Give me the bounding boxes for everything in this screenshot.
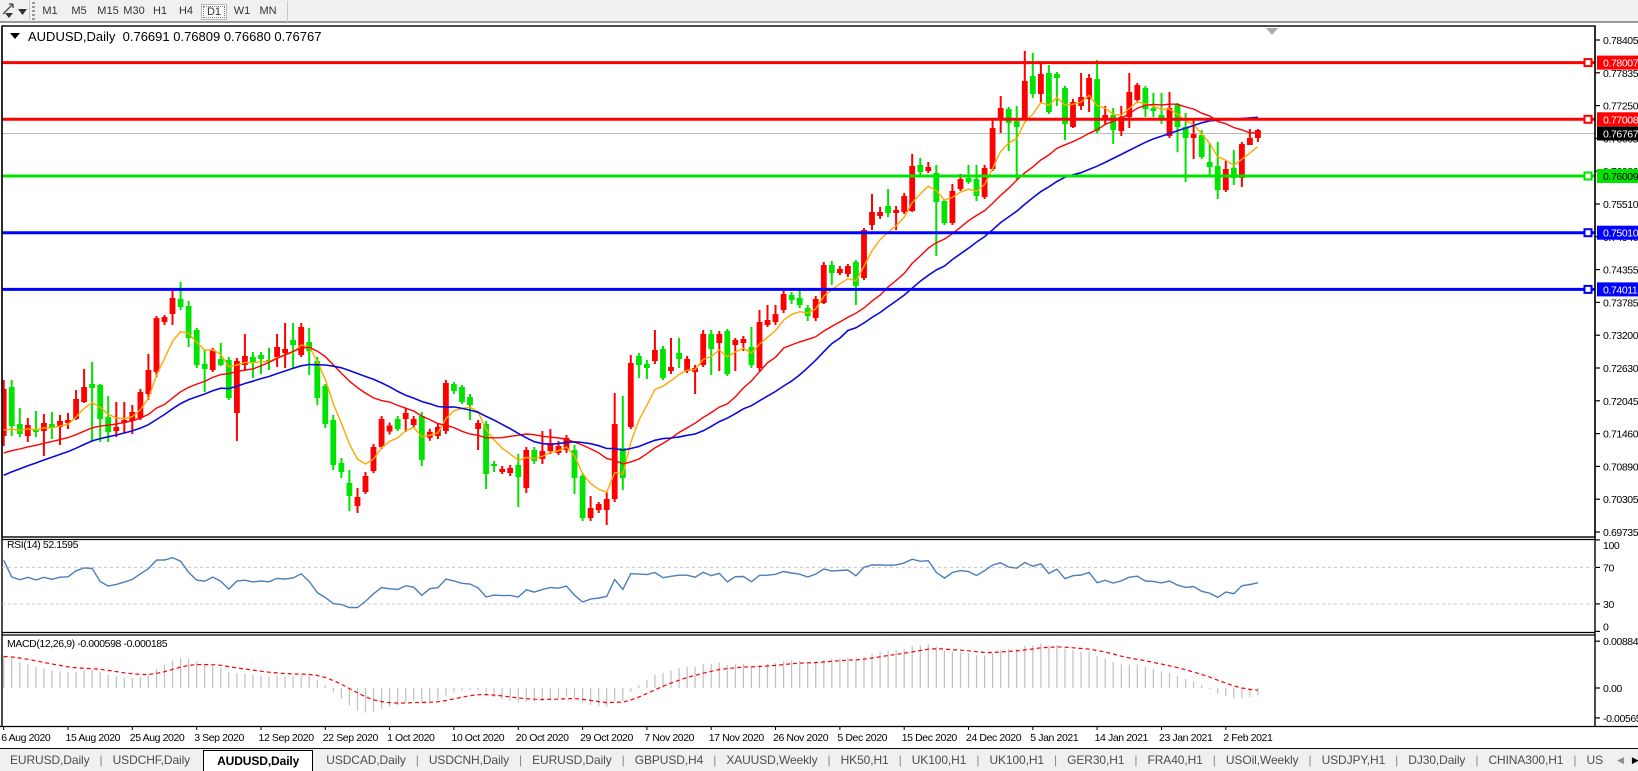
svg-text:0.73200: 0.73200 bbox=[1603, 330, 1638, 342]
svg-text:14 Jan 2021: 14 Jan 2021 bbox=[1095, 732, 1149, 744]
svg-text:0.77008: 0.77008 bbox=[1603, 114, 1638, 126]
svg-text:0.00884: 0.00884 bbox=[1603, 636, 1638, 648]
svg-text:25 Aug 2020: 25 Aug 2020 bbox=[130, 732, 185, 744]
svg-text:0.69735: 0.69735 bbox=[1603, 527, 1638, 539]
svg-text:0: 0 bbox=[1603, 621, 1609, 633]
svg-text:22 Sep 2020: 22 Sep 2020 bbox=[323, 732, 379, 744]
svg-text:100: 100 bbox=[1603, 540, 1620, 552]
svg-text:0.76767: 0.76767 bbox=[1603, 129, 1638, 141]
svg-text:0.00: 0.00 bbox=[1603, 683, 1622, 695]
svg-text:7 Nov 2020: 7 Nov 2020 bbox=[644, 732, 694, 744]
svg-text:0.74355: 0.74355 bbox=[1603, 265, 1638, 277]
svg-text:15 Aug 2020: 15 Aug 2020 bbox=[66, 732, 121, 744]
svg-text:1 Oct 2020: 1 Oct 2020 bbox=[387, 732, 435, 744]
svg-text:10 Oct 2020: 10 Oct 2020 bbox=[451, 732, 504, 744]
svg-text:MACD(12,26,9) -0.000598 -0.000: MACD(12,26,9) -0.000598 -0.000185 bbox=[7, 638, 168, 650]
svg-text:2 Feb 2021: 2 Feb 2021 bbox=[1223, 732, 1273, 744]
svg-text:0.72045: 0.72045 bbox=[1603, 396, 1638, 408]
svg-text:20 Oct 2020: 20 Oct 2020 bbox=[516, 732, 569, 744]
svg-text:12 Sep 2020: 12 Sep 2020 bbox=[259, 732, 315, 744]
svg-text:23 Jan 2021: 23 Jan 2021 bbox=[1159, 732, 1213, 744]
svg-text:0.78007: 0.78007 bbox=[1603, 58, 1638, 70]
svg-text:70: 70 bbox=[1603, 562, 1614, 574]
svg-text:0.75010: 0.75010 bbox=[1603, 228, 1638, 240]
svg-text:30: 30 bbox=[1603, 599, 1614, 611]
svg-text:0.71460: 0.71460 bbox=[1603, 429, 1638, 441]
svg-text:0.78405: 0.78405 bbox=[1603, 35, 1638, 47]
svg-text:5 Dec 2020: 5 Dec 2020 bbox=[837, 732, 887, 744]
svg-text:3 Sep 2020: 3 Sep 2020 bbox=[194, 732, 244, 744]
svg-text:RSI(14) 52.1595: RSI(14) 52.1595 bbox=[7, 539, 79, 551]
svg-text:6 Aug 2020: 6 Aug 2020 bbox=[1, 732, 51, 744]
svg-text:0.72630: 0.72630 bbox=[1603, 363, 1638, 375]
svg-text:0.74011: 0.74011 bbox=[1603, 284, 1638, 296]
svg-text:0.70305: 0.70305 bbox=[1603, 494, 1638, 506]
svg-text:0.75510: 0.75510 bbox=[1603, 199, 1638, 211]
svg-text:AUDUSD,Daily 0.76691 0.76809: AUDUSD,Daily 0.76691 0.76809 0.76680 0.7… bbox=[28, 29, 321, 44]
svg-text:26 Nov 2020: 26 Nov 2020 bbox=[773, 732, 829, 744]
svg-text:0.77835: 0.77835 bbox=[1603, 68, 1638, 80]
svg-text:17 Nov 2020: 17 Nov 2020 bbox=[709, 732, 765, 744]
svg-text:29 Oct 2020: 29 Oct 2020 bbox=[580, 732, 633, 744]
svg-text:-0.005651: -0.005651 bbox=[1603, 713, 1638, 725]
svg-text:24 Dec 2020: 24 Dec 2020 bbox=[966, 732, 1022, 744]
svg-text:5 Jan 2021: 5 Jan 2021 bbox=[1030, 732, 1079, 744]
svg-text:15 Dec 2020: 15 Dec 2020 bbox=[902, 732, 958, 744]
svg-text:0.77250: 0.77250 bbox=[1603, 101, 1638, 113]
svg-text:0.70890: 0.70890 bbox=[1603, 461, 1638, 473]
svg-text:0.76009: 0.76009 bbox=[1603, 171, 1638, 183]
svg-text:0.73785: 0.73785 bbox=[1603, 297, 1638, 309]
